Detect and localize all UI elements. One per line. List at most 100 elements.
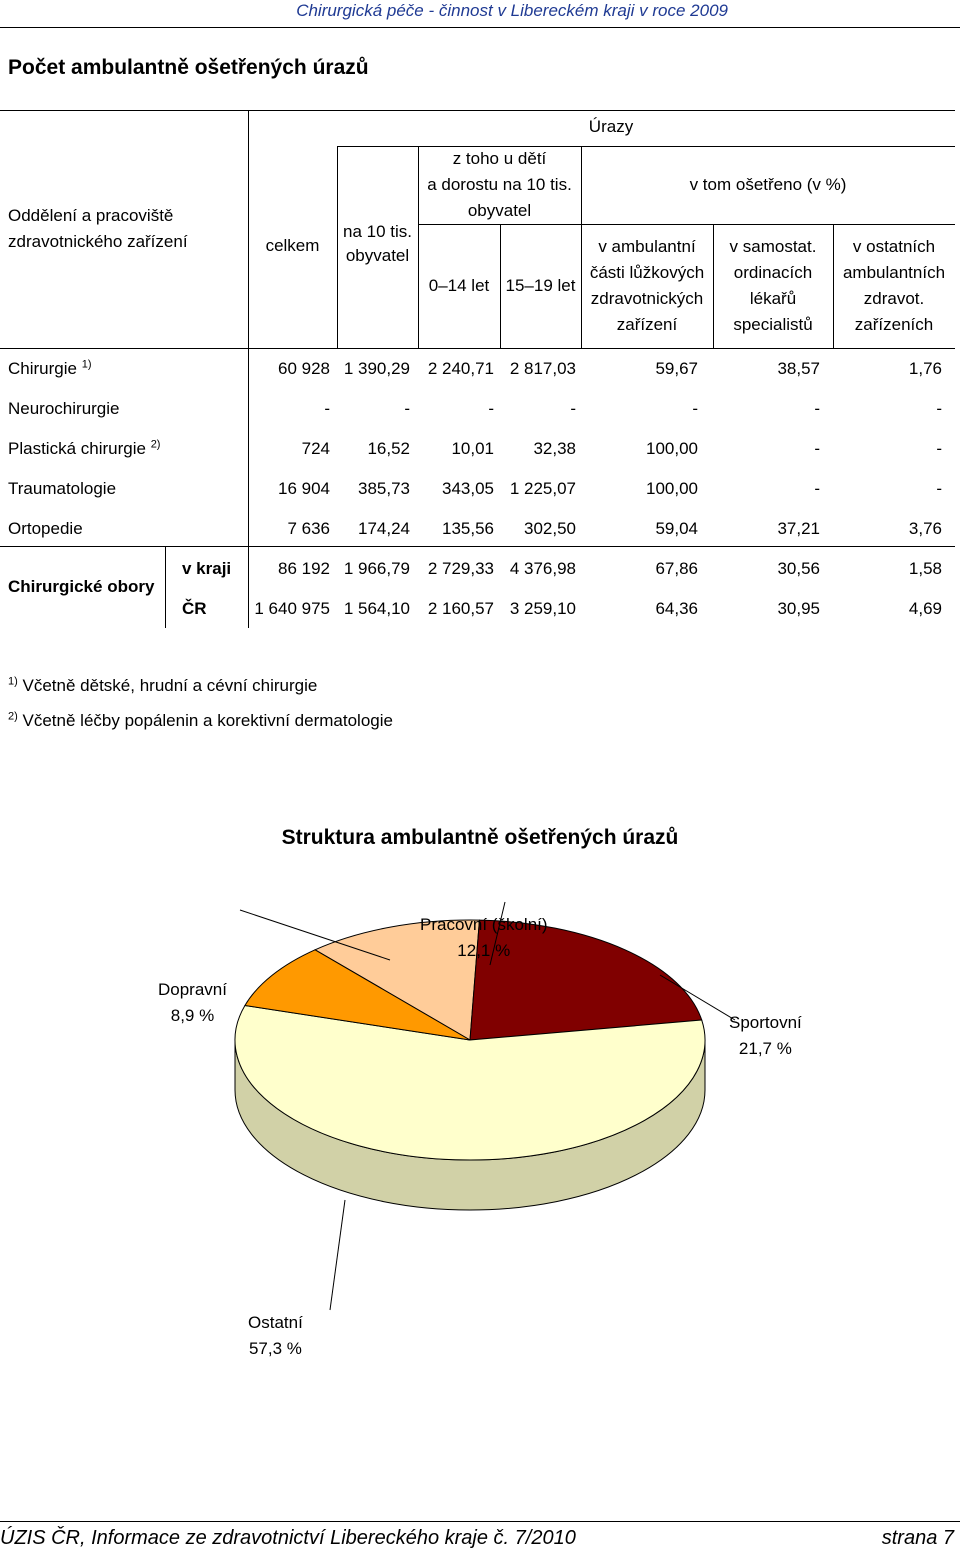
slice-label-dopravni: Dopravní 8,9 % (158, 980, 227, 1025)
col-rule (581, 146, 582, 348)
table-cell: 7 636 (287, 519, 330, 538)
col-rule (418, 146, 419, 348)
col-rule (248, 110, 249, 628)
table-cell: - (488, 399, 494, 418)
header-per10k: na 10 tis. obyvatel (343, 222, 412, 265)
leader-line (329, 1199, 346, 1311)
table-top-rule (0, 110, 955, 111)
table-cell: 16 904 (278, 479, 330, 498)
footer-rule (0, 1521, 960, 1522)
table-cell: - (692, 399, 698, 418)
summary-cell: 4 376,98 (509, 559, 576, 578)
page-header: Chirurgická péče - činnost v Libereckém … (0, 0, 960, 22)
col-rule (337, 146, 338, 348)
slice-label-pracovni: Pracovní (školní) 12,1 % (420, 915, 548, 960)
header-treated-other: v ostatních ambulantních zdravot. zaříze… (842, 237, 946, 334)
summary-row-name: ČR (182, 599, 207, 618)
col-rule (833, 224, 834, 348)
table-cell: - (814, 439, 820, 458)
table-cell: - (570, 399, 576, 418)
header-group-rule (337, 146, 955, 147)
col-rule (165, 546, 166, 628)
header-children-rule (418, 224, 581, 225)
header-title: Chirurgická péče - činnost v Libereckém … (296, 1, 728, 20)
summary-cell: 3 259,10 (509, 599, 576, 618)
summary-cell: 2 729,33 (427, 559, 494, 578)
col-rule (500, 224, 501, 348)
slice-label-ostatni: Ostatní 57,3 % (248, 1313, 303, 1358)
table-cell: 724 (301, 439, 330, 458)
table-cell: - (404, 399, 410, 418)
footer-page-number: strana 7 (881, 1527, 954, 1549)
summary-cell: 67,86 (655, 559, 698, 578)
summary-cell: 64,36 (655, 599, 698, 618)
header-treated-hospital: v ambulantní části lůžkových zdravotnick… (589, 237, 705, 334)
table-cell: - (936, 479, 942, 498)
table-cell: 302,50 (524, 519, 576, 538)
table-cell: 32,38 (533, 439, 576, 458)
header-group-urazy: Úrazy (588, 117, 634, 136)
header-children-group: z toho u dětí a dorostu na 10 tis. obyva… (427, 149, 572, 220)
summary-row-name: v kraji (182, 559, 232, 578)
summary-cell: 1 966,79 (343, 559, 410, 578)
table-cell: - (814, 479, 820, 498)
table-cell: 385,73 (358, 479, 410, 498)
summary-cell: 4,69 (908, 599, 942, 618)
table-cell: 59,67 (655, 359, 698, 378)
table-cell: 100,00 (646, 479, 698, 498)
header-age-0-14: 0–14 let (428, 276, 490, 295)
table-cell: 135,56 (442, 519, 494, 538)
header-treated-private: v samostat. ordinacích lékařů specialist… (729, 237, 817, 334)
footnotes: 1) Včetně dětské, hrudní a cévní chirurg… (8, 668, 393, 738)
summary-cell: 1 564,10 (343, 599, 410, 618)
table-cell: 60 928 (278, 359, 330, 378)
header-age-15-19: 15–19 let (505, 276, 576, 295)
header-rule (0, 27, 960, 28)
table-cell: - (324, 399, 330, 418)
table-cell: 38,57 (777, 359, 820, 378)
table-cell: 2 240,71 (427, 359, 494, 378)
summary-cell: 1 640 975 (254, 599, 330, 618)
summary-cell: 1,58 (908, 559, 942, 578)
footnote-1: 1) Včetně dětské, hrudní a cévní chirurg… (8, 675, 318, 695)
table-cell: - (814, 399, 820, 418)
table-cell: 16,52 (367, 439, 410, 458)
pie-chart: Pracovní (školní) 12,1 % Sportovní 21,7 … (0, 880, 960, 1420)
header-treated-group: v tom ošetřeno (v %) (689, 175, 847, 194)
pie-slice (469, 919, 703, 1041)
table-cell: 10,01 (451, 439, 494, 458)
footnote-2: 2) Včetně léčby popálenin a korektivní d… (8, 710, 393, 730)
row-name: Plastická chirurgie 2) (8, 438, 161, 458)
summary-top-rule (0, 546, 955, 547)
summary-cell: 86 192 (278, 559, 330, 578)
leader-line (659, 974, 736, 1021)
chart-title: Struktura ambulantně ošetřených úrazů (281, 826, 679, 849)
table-cell: 1 225,07 (509, 479, 576, 498)
col-rule (713, 224, 714, 348)
summary-cell: 30,95 (777, 599, 820, 618)
header-bottom-rule (0, 348, 955, 349)
summary-group-label: Chirurgické obory (8, 577, 155, 596)
pie-slice (244, 949, 471, 1041)
summary-cell: 2 160,57 (427, 599, 494, 618)
header-department: Oddělení a pracoviště zdravotnického zař… (8, 206, 188, 251)
leader-line (239, 909, 391, 961)
pie-slice (313, 919, 481, 1041)
table-cell: - (936, 399, 942, 418)
row-name: Traumatologie (8, 479, 117, 498)
table-cell: 59,04 (655, 519, 698, 538)
footer-source: ÚZIS ČR, Informace ze zdravotnictví Libe… (0, 1527, 576, 1549)
table-cell: 343,05 (442, 479, 494, 498)
row-name: Ortopedie (8, 519, 83, 538)
row-name: Neurochirurgie (8, 399, 120, 418)
table-cell: 2 817,03 (509, 359, 576, 378)
header-treated-rule (581, 224, 955, 225)
row-name: Chirurgie 1) (8, 358, 92, 378)
table-cell: 174,24 (358, 519, 410, 538)
table-cell: 1,76 (908, 359, 942, 378)
header-celkem: celkem (265, 236, 320, 255)
summary-cell: 30,56 (777, 559, 820, 578)
leader-line (489, 901, 506, 966)
table-cell: 100,00 (646, 439, 698, 458)
slice-label-sportovni: Sportovní 21,7 % (729, 1013, 802, 1058)
